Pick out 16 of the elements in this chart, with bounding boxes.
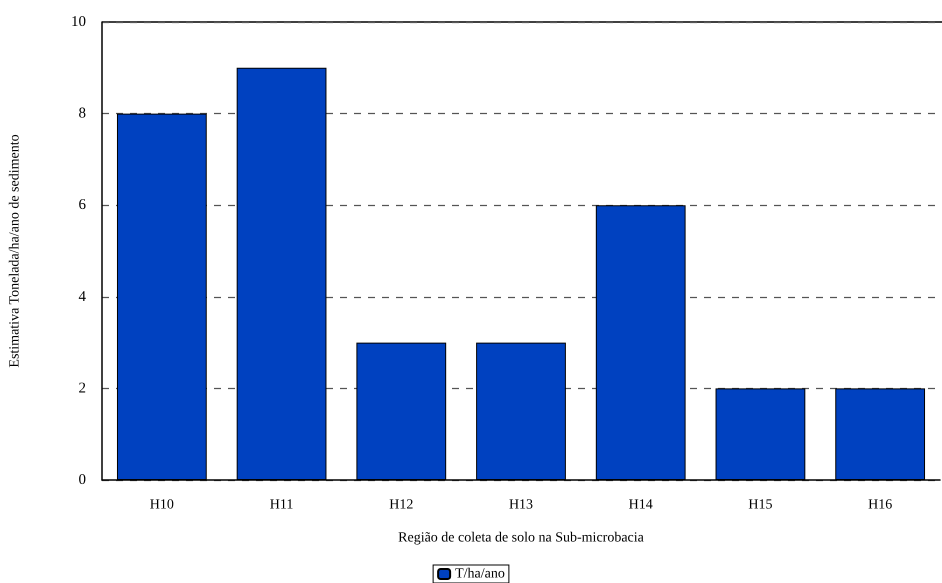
legend-label: T/ha/ano	[455, 566, 505, 582]
x-tick-label: H12	[389, 498, 414, 512]
x-tick-label: H15	[748, 498, 772, 512]
x-axis-title: Região de coleta de solo na Sub-microbacia	[398, 530, 645, 546]
y-tick-label: 6	[78, 197, 86, 214]
x-tick-label: H11	[270, 498, 294, 512]
y-axis-title: Estimativa Tonelada/ha/ano de sedimento	[8, 134, 22, 368]
x-tick-label: H13	[508, 498, 534, 512]
y-tick-label: 10	[71, 14, 86, 30]
x-tick-label: H16	[868, 498, 892, 512]
x-tick-label: H14	[628, 498, 653, 512]
y-tick-label: 2	[78, 380, 86, 396]
x-tick-label: H10	[150, 498, 174, 512]
y-tick-label: 0	[78, 472, 86, 488]
y-tick-label: 4	[78, 288, 86, 305]
y-tick-label: 8	[78, 106, 86, 122]
